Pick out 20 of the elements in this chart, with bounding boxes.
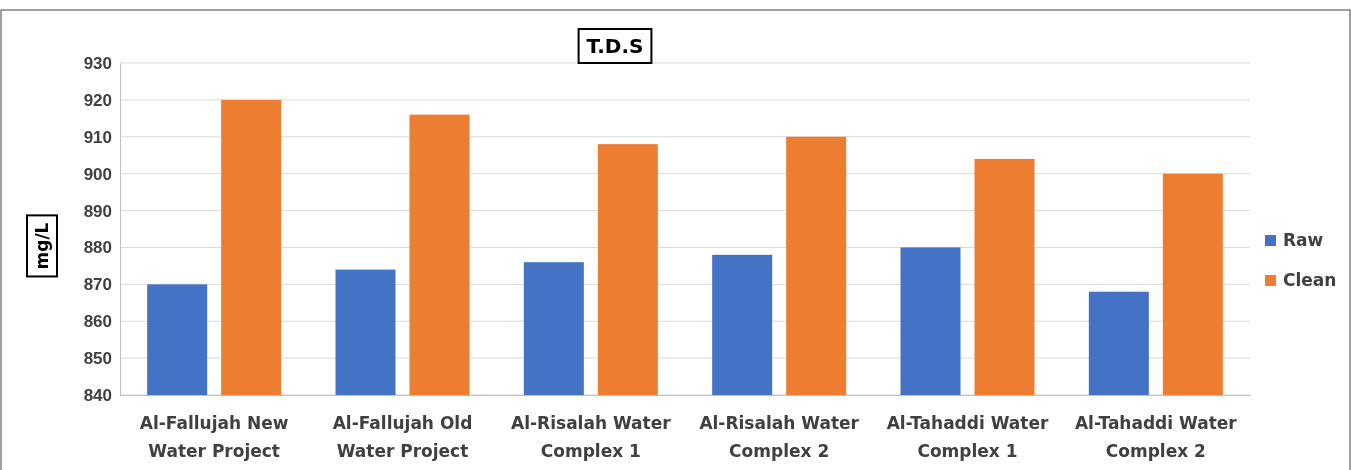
x-tick-label: Al-Tahaddi Water Complex 2 xyxy=(1074,413,1238,461)
y-tick-label: 910 xyxy=(83,127,112,147)
y-tick-label: 850 xyxy=(83,349,112,369)
x-tick-label: Al-Tahaddi Water Complex 1 xyxy=(886,413,1049,461)
y-tick-label: 890 xyxy=(83,201,112,221)
y-axis-title: mg/L xyxy=(32,222,52,270)
y-tick-label: 840 xyxy=(83,385,112,405)
x-tick-label: Al-Fallujah New Water Project xyxy=(139,413,289,461)
y-tick-label: 860 xyxy=(83,312,112,332)
legend-label: Clean xyxy=(1283,270,1337,290)
y-tick-label: 900 xyxy=(83,164,112,184)
x-tick-label: Al-Fallujah Old Water Project xyxy=(332,413,473,461)
y-tick-label: 920 xyxy=(83,90,112,110)
y-tick-label: 880 xyxy=(83,238,112,258)
legend-label: Raw xyxy=(1283,230,1324,250)
y-tick-label: 930 xyxy=(83,53,112,73)
chart-title: T.D.S xyxy=(586,34,644,58)
x-tick-label: Al-Risalah Water Complex 2 xyxy=(699,413,860,461)
y-tick-label: 870 xyxy=(83,275,112,295)
x-tick-label: Al-Risalah Water Complex 1 xyxy=(511,413,672,461)
